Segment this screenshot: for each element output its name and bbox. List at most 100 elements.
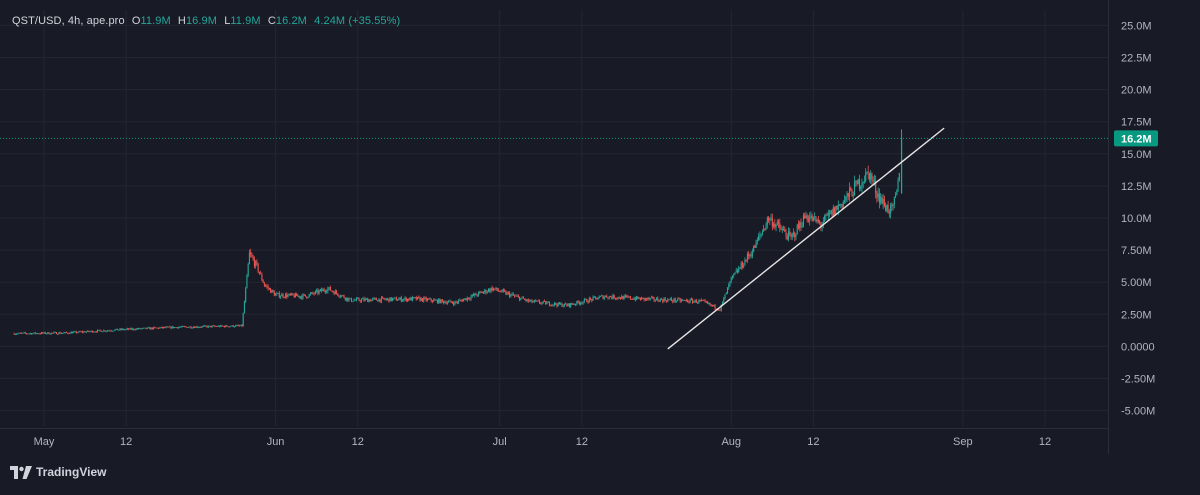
candle: [491, 285, 493, 292]
candle: [536, 300, 538, 302]
candle-body: [175, 327, 177, 328]
candle-body: [312, 292, 314, 294]
candle: [643, 297, 645, 302]
candle-body: [247, 264, 249, 276]
candle: [172, 326, 175, 329]
candle-body: [770, 217, 772, 219]
candle-body: [551, 304, 553, 306]
candle-body: [881, 197, 883, 204]
candle-body: [496, 287, 498, 291]
candle-body: [278, 293, 280, 298]
candle-body: [480, 291, 482, 293]
candle: [581, 301, 583, 305]
candle-body: [851, 190, 853, 197]
candle: [169, 325, 171, 328]
candle-body: [184, 326, 186, 328]
candle-body: [627, 296, 629, 298]
candle: [123, 328, 125, 331]
candle: [617, 296, 619, 301]
candle-body: [802, 215, 804, 227]
candle-body: [763, 228, 765, 232]
candle-body: [755, 240, 757, 248]
candle: [872, 176, 874, 185]
candle-body: [836, 206, 838, 210]
candle: [843, 194, 846, 205]
candle-body: [654, 300, 656, 302]
candle-body: [185, 326, 187, 328]
candle-body: [87, 330, 89, 332]
candle: [114, 329, 116, 332]
candle-body: [111, 330, 114, 332]
candle: [382, 296, 384, 299]
candle: [165, 326, 167, 329]
candle-body: [659, 298, 661, 302]
candle-body: [575, 304, 577, 305]
candle-body: [206, 326, 208, 328]
candle-body: [758, 236, 760, 241]
candle: [403, 298, 405, 303]
candle-body: [232, 325, 234, 327]
candle: [119, 328, 121, 331]
candle: [303, 293, 305, 297]
candle: [62, 332, 64, 335]
candle-body: [148, 327, 150, 329]
candle: [807, 215, 809, 223]
candle-body: [714, 304, 716, 309]
candle: [463, 298, 465, 302]
candle-body: [837, 205, 839, 210]
candle: [611, 295, 613, 300]
candle: [726, 287, 729, 295]
candle: [591, 298, 593, 303]
candle: [110, 329, 112, 332]
candle: [63, 331, 65, 334]
candle: [893, 196, 895, 209]
candle-body: [726, 287, 729, 294]
candle-body: [841, 203, 843, 208]
candle: [48, 331, 50, 335]
candle-body: [388, 298, 390, 302]
candle: [362, 297, 364, 300]
candle-body: [485, 289, 487, 293]
candle-body: [633, 298, 635, 300]
candle: [50, 332, 53, 335]
candle: [897, 177, 899, 192]
candle-body: [338, 295, 340, 297]
candle: [116, 328, 119, 331]
candle-body: [372, 298, 374, 300]
price-axis: 25.0M 22.5M 20.0M 17.5M 15.0M 12.5M 10.0M 7.50M…: [1121, 20, 1155, 417]
candle: [662, 298, 664, 304]
tradingview-brand[interactable]: TradingView: [10, 463, 106, 481]
candle: [653, 296, 655, 303]
time-tick-label: May: [34, 436, 55, 448]
candle: [283, 296, 285, 299]
candle-body: [210, 325, 212, 328]
candle-body: [332, 290, 334, 292]
candle: [197, 326, 199, 329]
candle-body: [191, 327, 193, 329]
candle: [673, 297, 675, 304]
candle-body: [212, 325, 214, 327]
candle-body: [439, 299, 441, 304]
candle: [406, 298, 409, 303]
candle: [32, 332, 34, 335]
candle: [520, 298, 522, 301]
candle: [790, 232, 792, 240]
candle: [74, 330, 76, 333]
candle-body: [109, 330, 111, 332]
candle-body: [32, 333, 34, 335]
candle-body: [33, 332, 35, 334]
candle-body: [708, 303, 710, 304]
candle-body: [729, 281, 731, 286]
candle-body: [200, 327, 202, 328]
candles: [13, 129, 903, 336]
candle: [830, 210, 832, 215]
candle-body: [54, 332, 56, 334]
candle-body: [195, 326, 197, 328]
candle-body: [151, 327, 153, 330]
candle-body: [736, 270, 739, 273]
candle-body: [149, 327, 151, 330]
candle: [848, 182, 851, 202]
candle: [527, 298, 529, 303]
